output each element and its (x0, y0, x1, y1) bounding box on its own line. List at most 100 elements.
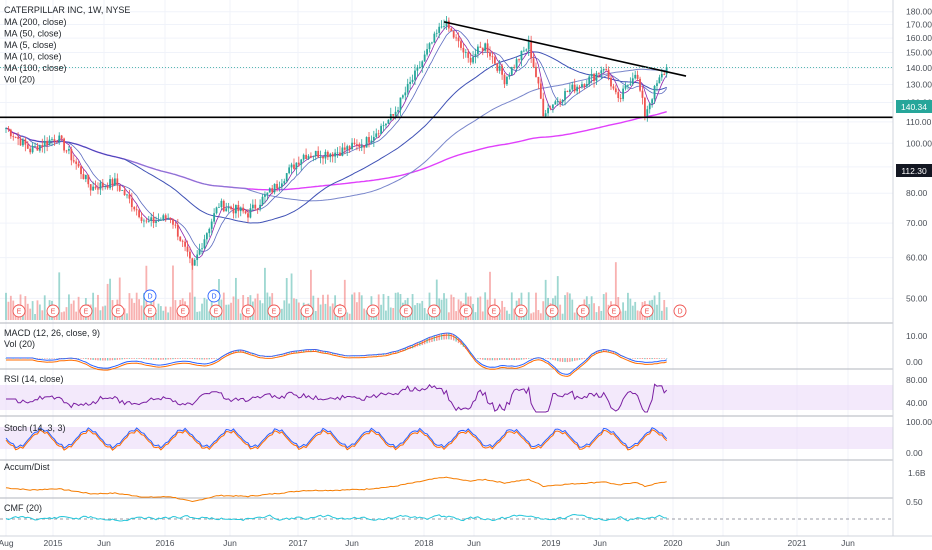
cmf-pane-title[interactable]: CMF (20) (4, 503, 42, 513)
volume-bar (535, 292, 537, 320)
volume-bar (230, 302, 232, 320)
candle-body (302, 154, 305, 160)
macd-histogram-bar (63, 358, 65, 359)
candle-body (280, 183, 283, 187)
macd-histogram-bar (544, 358, 547, 359)
accum-pane-title[interactable]: Accum/Dist (4, 462, 50, 472)
legend-ma10[interactable]: MA (10, close) (4, 52, 62, 62)
macd-histogram-bar (237, 350, 240, 353)
candle-body (295, 162, 298, 169)
volume-bar (24, 296, 27, 320)
accum-tick: 1.6B (908, 468, 926, 478)
macd-histogram-bar (588, 356, 590, 358)
volume-bar (60, 312, 63, 320)
legend-ma5[interactable]: MA (5, close) (4, 40, 57, 50)
macd-histogram-bar (332, 353, 334, 355)
macd-pane-title[interactable]: MACD (12, 26, close, 9) (4, 328, 100, 338)
price-tick-label: 60.00 (906, 253, 928, 263)
candle-body (409, 81, 412, 84)
volume-bar (109, 278, 111, 320)
volume-bar (539, 313, 542, 320)
volume-bar (189, 292, 191, 320)
volume-bar (256, 293, 259, 320)
macd-histogram-bar (283, 353, 285, 355)
legend-volume[interactable]: Vol (20) (4, 75, 35, 85)
candle-body (268, 188, 271, 193)
macd-histogram-bar (60, 358, 63, 359)
macd-histogram-bar (542, 358, 544, 359)
candle-body (648, 103, 651, 110)
candle-body (271, 188, 274, 193)
macd-histogram-bar (51, 358, 53, 359)
candle-body (186, 246, 189, 252)
macd-histogram-bar (203, 358, 206, 360)
earnings-marker (46, 304, 60, 318)
volume-bar (377, 294, 380, 320)
candle-body (535, 66, 537, 77)
macd-histogram-bar (436, 335, 438, 341)
rsi-pane-title[interactable]: RSI (14, close) (4, 374, 64, 384)
legend-ma100[interactable]: MA (100, close) (4, 63, 67, 73)
macd-histogram-bar (373, 354, 375, 356)
volume-bar (94, 307, 97, 320)
earnings-marker-label: E (181, 309, 186, 316)
volume-bar (232, 296, 235, 320)
macd-histogram-bar (27, 358, 29, 359)
macd-histogram-bar (116, 358, 119, 360)
last-price-tag (896, 100, 932, 113)
candle-body (348, 146, 351, 150)
candle-body (208, 228, 211, 234)
time-axis[interactable]: Aug 2015 Jun 2016 Jun 2017 Jun 2018 Jun 2019 Jun 20… (0, 535, 932, 548)
event-markers[interactable]: E E E E E E E E E E E E E E E E E E E E E D D D (12, 289, 687, 318)
earnings-marker-label: E (432, 309, 437, 316)
volume-bar (157, 303, 160, 320)
macd-histogram-bar (658, 358, 661, 359)
macd-histogram-bar (273, 355, 276, 357)
macd-histogram-bar (409, 345, 411, 349)
candle-body (164, 215, 167, 219)
macd-histogram-bar (160, 358, 162, 360)
macd-histogram-bar (450, 333, 452, 340)
volume-bar (525, 309, 528, 320)
earnings-marker (209, 304, 223, 318)
macd-histogram-bar (498, 358, 501, 360)
legend-ma200[interactable]: MA (200, close) (4, 17, 67, 27)
volume-bar (205, 299, 208, 320)
candle-body (421, 61, 424, 68)
macd-signal-line (6, 334, 667, 377)
macd-tick-10: 10.00 (906, 331, 928, 341)
macd-histogram-bar (428, 337, 431, 343)
legend-ma50[interactable]: MA (50, close) (4, 29, 62, 39)
macd-histogram-bar (484, 358, 486, 360)
stoch-pane-title[interactable]: Stoch (14, 3, 3) (4, 423, 66, 433)
volume-bar (329, 306, 332, 320)
volume-bar (70, 303, 73, 320)
macd-histogram-bar (198, 358, 201, 360)
volume-bar (55, 312, 58, 320)
earnings-marker-label: E (17, 309, 22, 316)
macd-histogram-bar (41, 358, 43, 359)
candle-body (537, 76, 540, 84)
volume-bar (310, 269, 312, 320)
earnings-marker (673, 304, 687, 318)
macd-histogram-bar (181, 358, 184, 359)
candle-body (130, 198, 133, 208)
trendlines[interactable] (0, 21, 893, 119)
macd-histogram-bar (619, 355, 622, 357)
candle-body (198, 249, 201, 255)
dividend-marker (207, 289, 221, 303)
macd-histogram-bar (661, 358, 663, 359)
candle-body (552, 104, 554, 109)
macd-histogram-bar (131, 358, 133, 359)
volume-bar (38, 304, 41, 320)
macd-histogram-bar (385, 353, 387, 355)
candle-body (653, 85, 656, 100)
candle-body (486, 43, 489, 53)
volume-bar (193, 296, 196, 320)
candle-body (578, 86, 581, 88)
volume-bar (106, 283, 109, 320)
macd-histogram-bar (414, 343, 416, 348)
ma-5-line (5, 25, 668, 259)
macd-histogram-bar (165, 358, 167, 360)
